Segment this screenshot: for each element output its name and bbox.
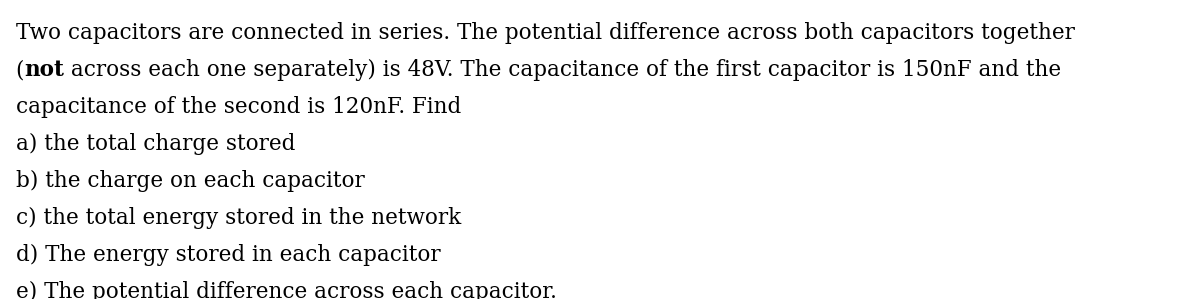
Text: a) the total charge stored: a) the total charge stored xyxy=(16,133,295,155)
Text: c) the total energy stored in the network: c) the total energy stored in the networ… xyxy=(16,207,461,229)
Text: (: ( xyxy=(16,59,24,81)
Text: b) the charge on each capacitor: b) the charge on each capacitor xyxy=(16,170,365,192)
Text: not: not xyxy=(24,59,64,81)
Text: across each one separately) is 48V. The capacitance of the first capacitor is 15: across each one separately) is 48V. The … xyxy=(64,59,1061,81)
Text: capacitance of the second is 120nF. Find: capacitance of the second is 120nF. Find xyxy=(16,96,461,118)
Text: d) The energy stored in each capacitor: d) The energy stored in each capacitor xyxy=(16,244,440,266)
Text: Two capacitors are connected in series. The potential difference across both cap: Two capacitors are connected in series. … xyxy=(16,22,1074,44)
Text: e) The potential difference across each capacitor.: e) The potential difference across each … xyxy=(16,281,557,299)
